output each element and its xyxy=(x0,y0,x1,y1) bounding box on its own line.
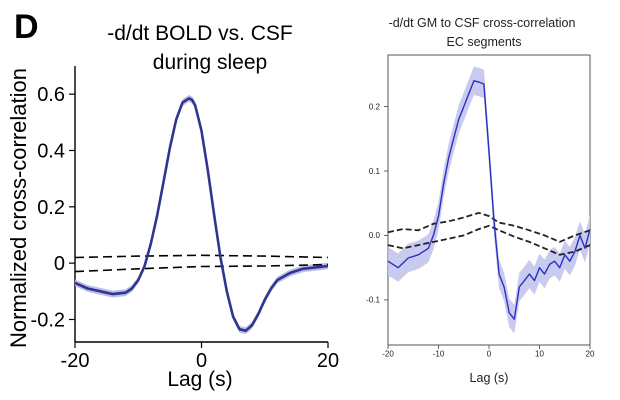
left-ticks: 0.6 0.4 0.2 0 -0.2 -20 0 20 xyxy=(31,84,340,372)
left-x-axis-label: Lag (s) xyxy=(167,368,232,391)
left-panel: D -d/dt BOLD vs. CSF during sleep Normal… xyxy=(6,8,339,391)
left-null-upper-line xyxy=(74,254,329,259)
right-y-tick-label: 0.0 xyxy=(369,231,381,240)
right-plot-area: 0.2 0.1 0.0 -0.1 -20 -10 0 10 20 xyxy=(366,54,595,359)
right-panel: -d/dt GM to CSF cross-correlation EC seg… xyxy=(366,16,595,385)
right-x-axis-label: Lag (s) xyxy=(470,371,509,385)
right-x-tick-label: 10 xyxy=(535,350,544,359)
right-x-tick-label: -10 xyxy=(433,350,445,359)
right-y-tick-label: -0.1 xyxy=(366,296,380,305)
left-mean-line xyxy=(74,97,329,332)
right-null-lower-line xyxy=(387,224,591,256)
right-mean-line xyxy=(387,80,591,320)
left-y-tick-label: -0.2 xyxy=(31,309,65,331)
left-y-tick-label: 0.4 xyxy=(37,140,65,162)
left-x-tick-label: 20 xyxy=(317,350,339,372)
right-chart-subtitle: EC segments xyxy=(446,35,521,49)
left-plot-area: 0.6 0.4 0.2 0 -0.2 -20 0 20 xyxy=(31,66,340,372)
right-y-tick-label: 0.1 xyxy=(369,167,381,176)
panel-letter: D xyxy=(14,8,39,46)
right-confidence-band xyxy=(388,66,590,334)
right-x-tick-label: 0 xyxy=(487,350,492,359)
left-y-tick-label: 0 xyxy=(54,253,65,275)
left-y-tick-label: 0.6 xyxy=(37,84,65,106)
right-x-tick-label: -20 xyxy=(382,350,394,359)
right-plot-frame xyxy=(387,54,591,346)
right-ticks: 0.2 0.1 0.0 -0.1 -20 -10 0 10 20 xyxy=(366,102,595,358)
left-x-tick-label: 0 xyxy=(196,350,207,372)
left-x-tick-label: -20 xyxy=(61,350,90,372)
right-x-tick-label: 20 xyxy=(586,350,595,359)
left-y-tick-label: 0.2 xyxy=(37,197,65,219)
left-chart-subtitle: during sleep xyxy=(153,51,267,74)
left-null-lower-line xyxy=(74,263,329,273)
left-y-axis-label: Normalized cross-correlation xyxy=(6,68,31,348)
right-chart-title: -d/dt GM to CSF cross-correlation xyxy=(389,16,576,30)
right-y-tick-label: 0.2 xyxy=(369,102,381,111)
right-null-upper-line xyxy=(387,211,591,243)
left-chart-title: -d/dt BOLD vs. CSF xyxy=(107,22,293,45)
